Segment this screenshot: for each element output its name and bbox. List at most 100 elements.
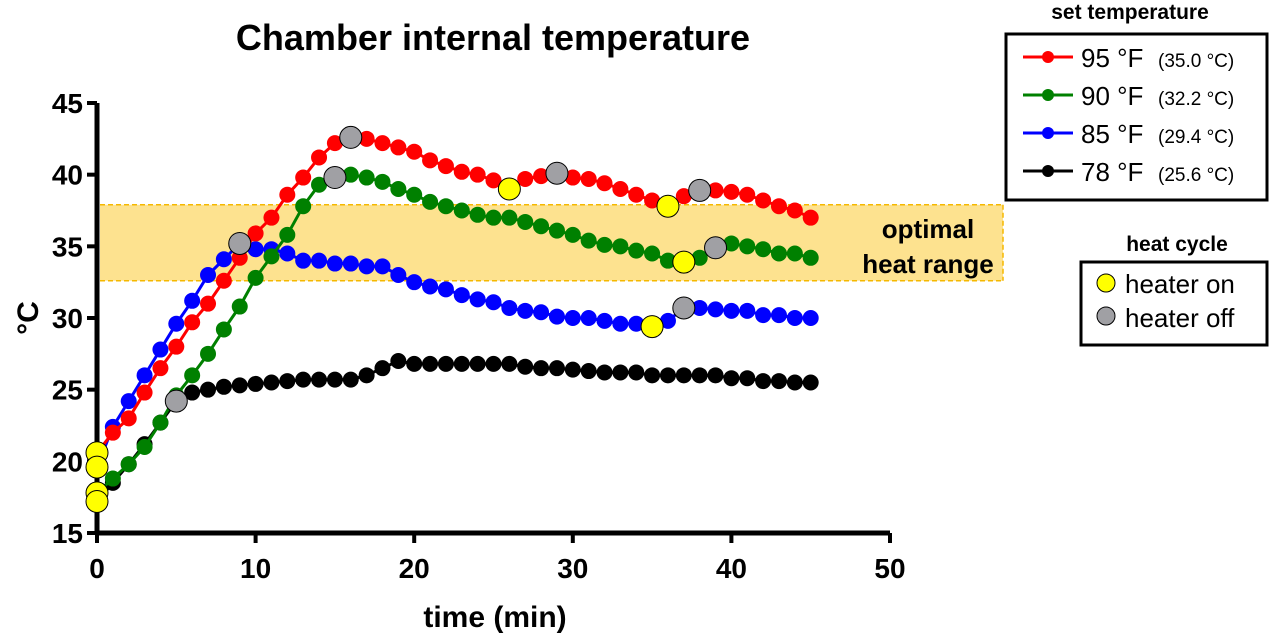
- data-point: [311, 371, 328, 388]
- data-point: [437, 355, 454, 372]
- data-point: [215, 321, 232, 338]
- data-point: [152, 341, 169, 358]
- data-point: [120, 456, 137, 473]
- data-point: [802, 249, 819, 266]
- data-point: [580, 363, 597, 380]
- data-point: [263, 248, 280, 265]
- chart-title: Chamber internal temperature: [236, 17, 750, 58]
- heater-off-marker: [672, 296, 696, 320]
- data-point: [659, 252, 676, 269]
- data-point: [152, 414, 169, 431]
- data-point: [723, 183, 740, 200]
- data-point: [342, 371, 359, 388]
- heater-on-marker: [497, 177, 521, 201]
- legend-marker: [1042, 89, 1054, 101]
- data-point: [802, 374, 819, 391]
- data-point: [612, 315, 629, 332]
- heat-legend-box: [1079, 260, 1269, 347]
- x-tick-label: 10: [240, 553, 271, 584]
- legend-label-celsius: (32.2 °C): [1158, 89, 1234, 110]
- heater-on-marker: [656, 194, 680, 218]
- heater-off-marker: [688, 178, 712, 202]
- heater-off-legend-marker: [1096, 306, 1116, 326]
- data-point: [755, 192, 772, 209]
- data-point: [675, 367, 692, 384]
- data-point: [802, 310, 819, 326]
- heater-off-marker: [339, 125, 363, 149]
- data-point: [152, 360, 169, 377]
- data-point: [247, 225, 264, 242]
- data-point: [184, 384, 201, 401]
- legend-marker: [1042, 51, 1054, 63]
- y-axis-label: °C: [12, 301, 45, 335]
- heater-off-legend-label: heater off: [1125, 303, 1235, 333]
- data-point: [485, 172, 502, 189]
- data-point: [675, 188, 692, 205]
- data-point: [200, 267, 217, 283]
- data-point: [501, 355, 518, 372]
- heater-on-marker: [672, 250, 696, 274]
- data-point: [786, 245, 803, 262]
- heat-legend-title: heat cycle: [1126, 233, 1228, 256]
- data-point: [263, 209, 280, 226]
- data-point: [533, 168, 550, 185]
- legend-label-celsius: (25.6 °C): [1158, 165, 1234, 186]
- y-tick-label: 45: [52, 88, 83, 119]
- data-point: [612, 238, 629, 255]
- x-tick-label: 20: [399, 553, 430, 584]
- heater-off-marker: [545, 161, 569, 185]
- data-point: [644, 367, 661, 384]
- data-point: [422, 193, 439, 210]
- heater-markers: [85, 125, 728, 513]
- data-point: [548, 308, 565, 325]
- x-tick-label: 30: [557, 553, 588, 584]
- data-point: [295, 371, 312, 388]
- data-point: [755, 307, 772, 324]
- data-point: [548, 222, 565, 239]
- data-point: [469, 291, 486, 308]
- data-point: [136, 384, 153, 401]
- data-point: [786, 310, 803, 326]
- data-point: [184, 314, 201, 331]
- heater-off-marker: [228, 231, 252, 255]
- heater-off-marker: [323, 166, 347, 190]
- data-point: [596, 175, 613, 192]
- data-point: [326, 371, 343, 388]
- data-point: [374, 258, 391, 275]
- data-point: [533, 304, 550, 321]
- legend-box: [1004, 32, 1269, 202]
- data-point: [612, 364, 629, 381]
- data-point: [517, 358, 534, 375]
- data-point: [691, 367, 708, 384]
- data-point: [517, 170, 534, 187]
- data-point: [628, 315, 645, 332]
- data-point: [215, 378, 232, 395]
- data-point: [390, 181, 407, 197]
- legend-marker: [1042, 127, 1054, 139]
- data-point: [437, 158, 454, 175]
- data-point: [564, 226, 581, 243]
- data-point: [755, 241, 772, 258]
- data-point: [786, 202, 803, 219]
- data-point: [644, 192, 661, 209]
- data-point: [628, 186, 645, 203]
- data-point: [406, 143, 423, 160]
- data-point: [184, 367, 201, 384]
- data-point: [644, 245, 661, 262]
- y-tick-label: 15: [52, 518, 83, 549]
- data-point: [707, 367, 724, 384]
- data-point: [168, 338, 185, 355]
- data-point: [786, 374, 803, 391]
- data-point: [580, 310, 597, 326]
- data-point: [691, 249, 708, 266]
- data-point: [422, 278, 439, 295]
- data-point: [485, 294, 502, 311]
- data-point: [279, 226, 296, 243]
- data-point: [517, 302, 534, 319]
- x-tick-label: 50: [874, 553, 905, 584]
- data-point: [390, 139, 407, 156]
- data-point: [453, 287, 470, 304]
- data-point: [739, 370, 756, 387]
- legend-label-celsius: (35.0 °C): [1158, 51, 1234, 72]
